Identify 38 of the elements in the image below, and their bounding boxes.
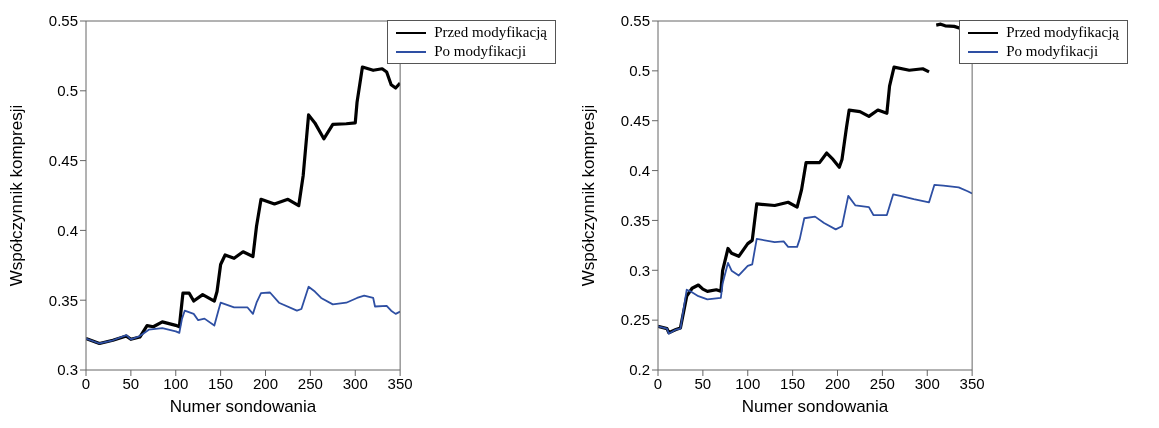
x-tick-label: 0 <box>81 374 91 392</box>
x-tick-label: 150 <box>208 374 234 392</box>
x-tick-label: 100 <box>163 374 189 392</box>
x-tick-label: 250 <box>297 374 323 392</box>
y-tick-label: 0.55 <box>48 12 78 30</box>
y-tick-label: 0.35 <box>620 211 650 229</box>
x-tick-label: 350 <box>387 374 413 392</box>
x-tick-label: 300 <box>914 374 940 392</box>
legend-label: Po modyfikacji <box>434 42 527 61</box>
y-tick-label: 0.4 <box>57 221 78 239</box>
x-tick-label: 200 <box>824 374 851 392</box>
x-tick-label: 50 <box>122 374 140 392</box>
y-tick-label: 0.45 <box>620 112 650 130</box>
y-tick-label: 0.25 <box>620 311 650 329</box>
x-axis-title: Numer sondowania <box>169 397 317 416</box>
y-tick-label: 0.5 <box>57 82 78 100</box>
x-tick-label: 0 <box>653 374 663 392</box>
y-tick-label: 0.2 <box>629 361 650 379</box>
y-tick-label: 0.5 <box>629 62 650 80</box>
y-axis-title: Współczynnik kompresji <box>579 104 599 287</box>
x-tick-label: 50 <box>694 374 712 392</box>
x-tick-label: 150 <box>780 374 806 392</box>
legend-label: Po modyfikacji <box>1006 42 1099 61</box>
y-tick-label: 0.35 <box>48 291 78 309</box>
y-axis-title: Współczynnik kompresji <box>7 104 27 287</box>
x-axis-title: Numer sondowania <box>741 397 889 416</box>
x-tick-label: 300 <box>342 374 368 392</box>
y-tick-label: 0.45 <box>48 151 78 169</box>
y-tick-label: 0.3 <box>57 361 78 379</box>
x-tick-label: 100 <box>735 374 761 392</box>
y-tick-label: 0.55 <box>620 12 650 30</box>
y-tick-label: 0.3 <box>629 261 650 279</box>
legend-label: Przed modyfikacją <box>434 23 547 42</box>
x-tick-label: 200 <box>252 374 279 392</box>
x-tick-label: 350 <box>959 374 985 392</box>
y-tick-label: 0.4 <box>629 161 650 179</box>
x-tick-label: 250 <box>869 374 895 392</box>
legend-label: Przed modyfikacją <box>1006 23 1119 42</box>
